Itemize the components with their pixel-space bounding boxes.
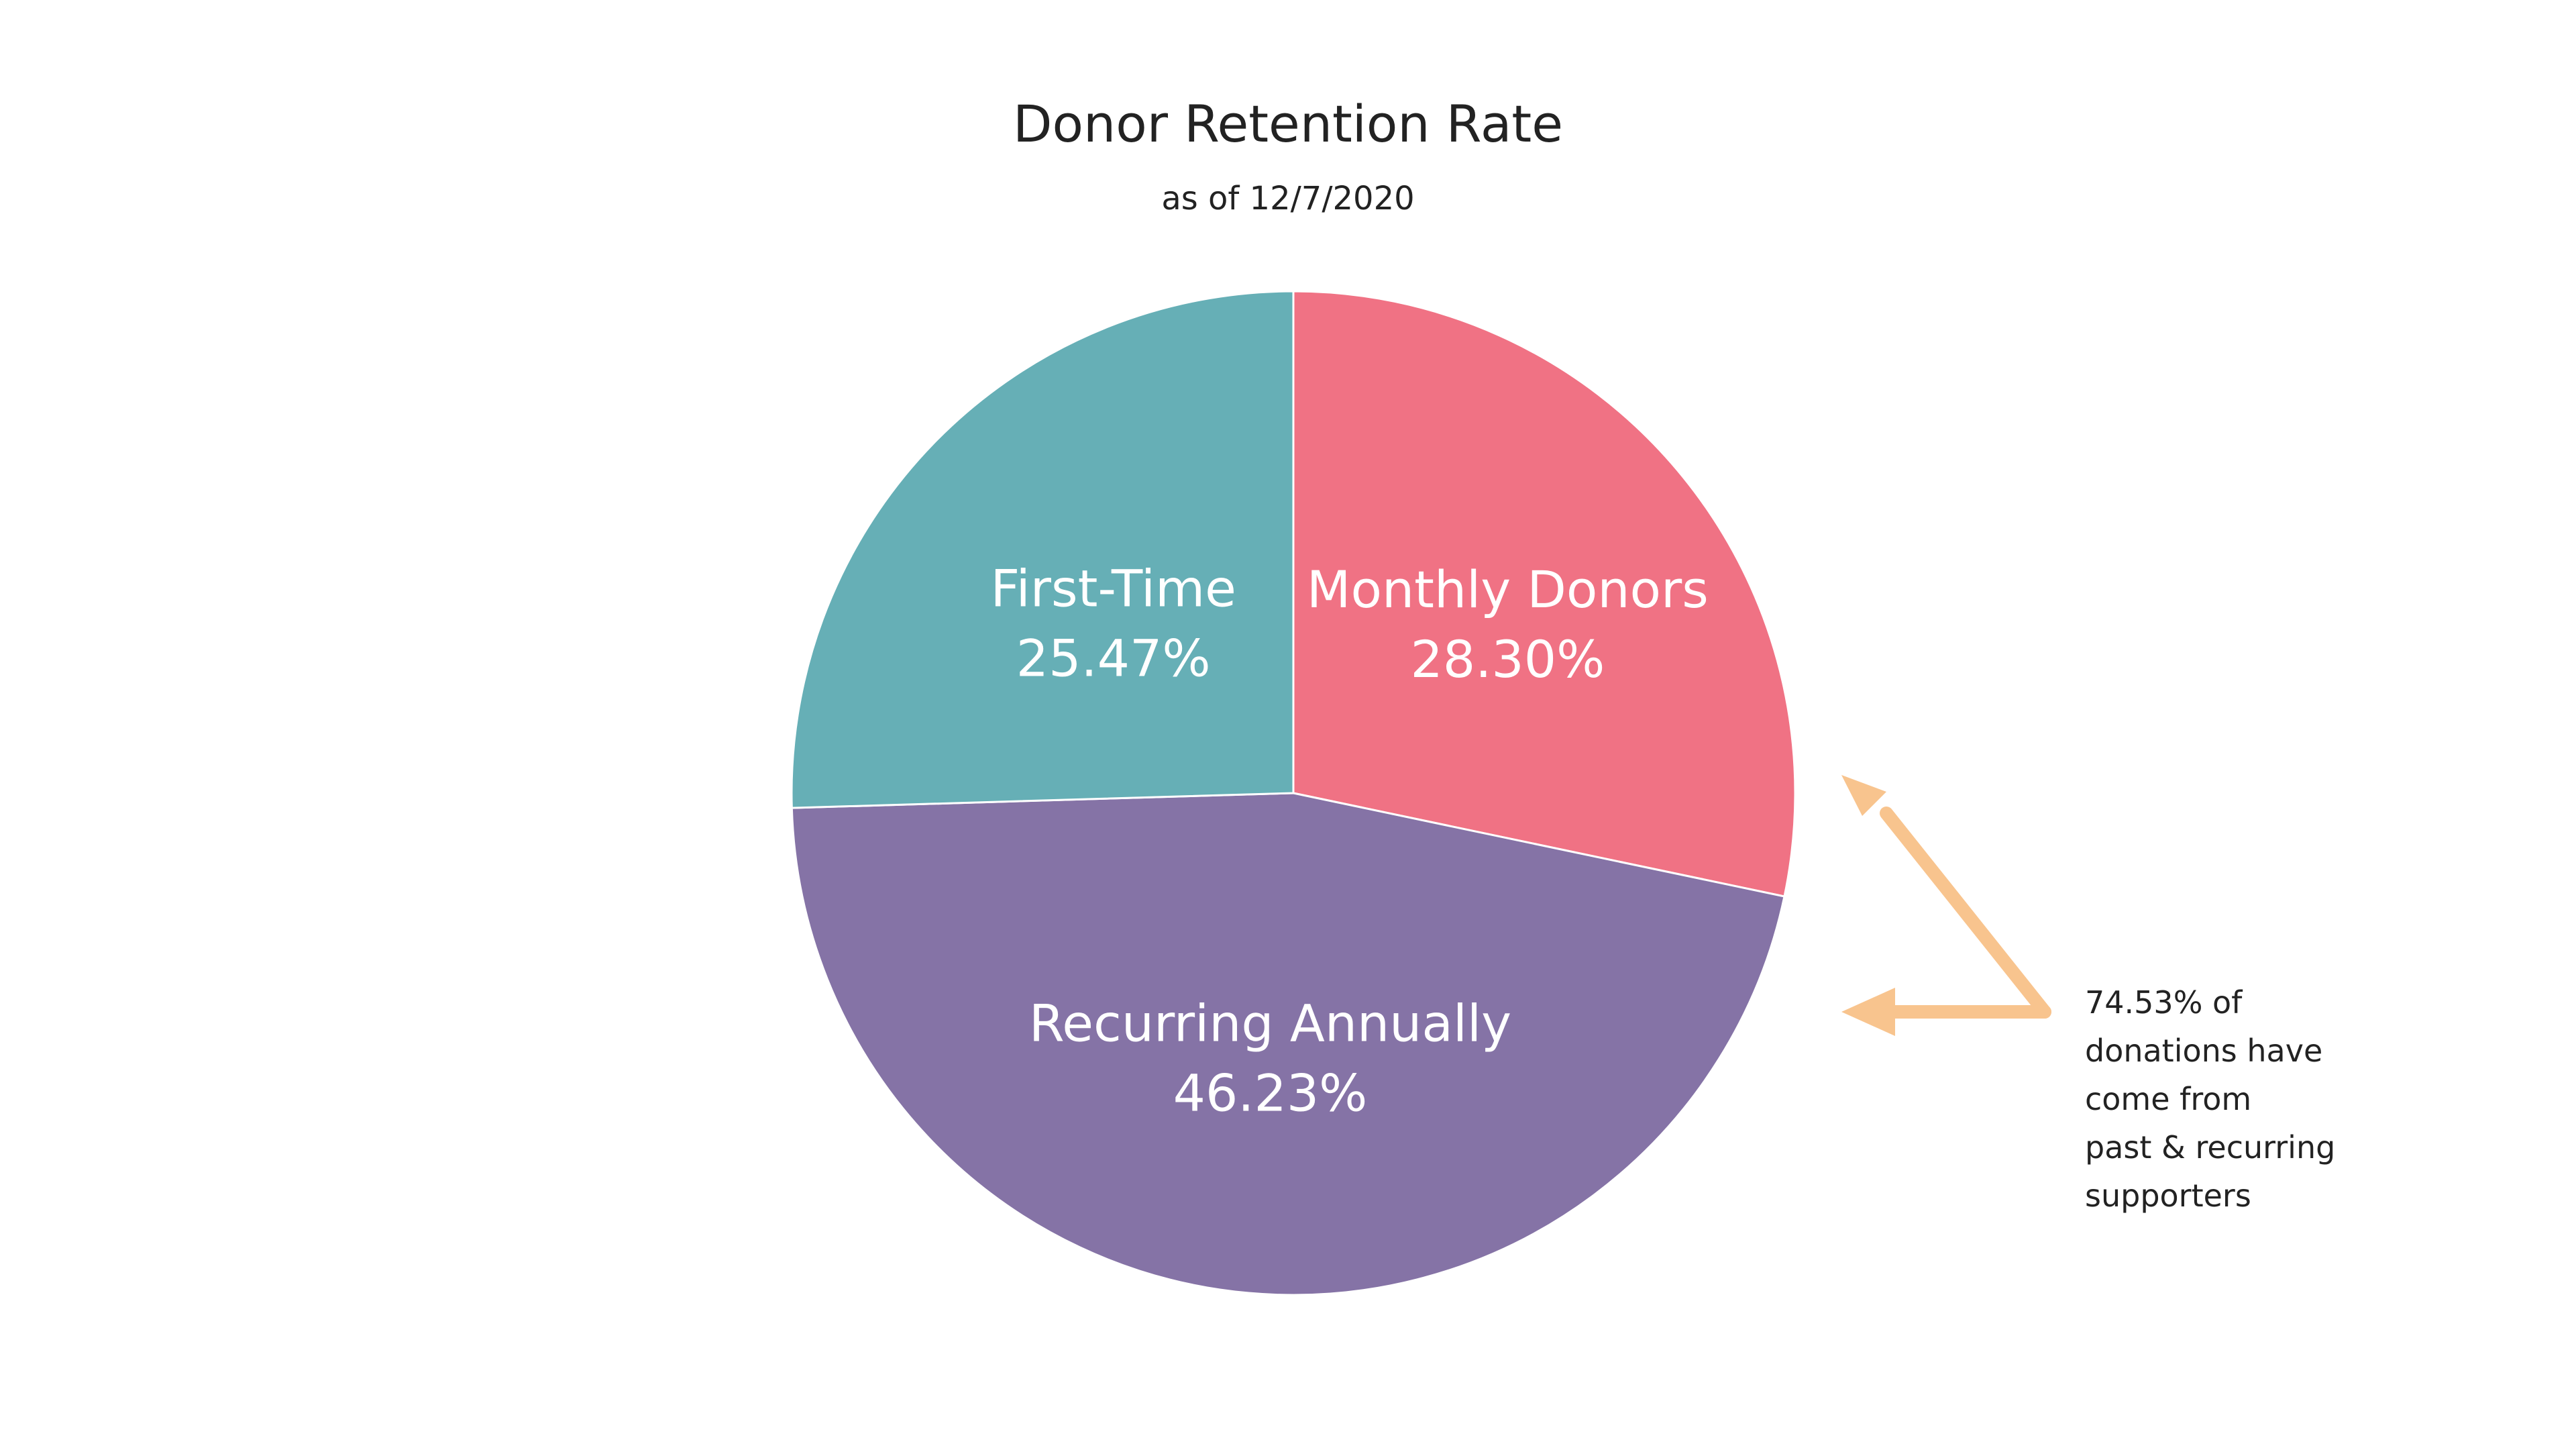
pie-slice-first-time xyxy=(790,290,1295,809)
slice-value-label: 28.30% xyxy=(1411,629,1605,689)
annotation-line: come from xyxy=(2085,1081,2252,1117)
pie-slice-monthly-donors xyxy=(1292,290,1796,898)
slice-value-label: 46.23% xyxy=(1173,1063,1368,1123)
pie-slice-recurring-annually xyxy=(790,792,1786,1296)
chart-title: Donor Retention Rate xyxy=(1013,94,1563,154)
slice-name-label: Monthly Donors xyxy=(1307,560,1709,619)
annotation-line: past & recurring xyxy=(2085,1129,2336,1166)
pie-slices xyxy=(790,290,1796,1296)
annotation-line: donations have xyxy=(2085,1033,2323,1069)
arrow-head-horizontal xyxy=(1841,988,1895,1036)
slice-name-label: Recurring Annually xyxy=(1029,993,1511,1053)
chart-subtitle: as of 12/7/2020 xyxy=(1161,180,1415,217)
arrow-line-diagonal xyxy=(1880,807,2051,1019)
slice-value-label: 25.47% xyxy=(1016,629,1211,688)
annotation-callout: 74.53% of donations have come from past … xyxy=(2085,978,2434,1220)
annotation-arrows xyxy=(1841,775,2051,1036)
annotation-line: 74.53% of xyxy=(2085,984,2243,1021)
arrow-head-diagonal xyxy=(1841,775,1886,816)
pie-labels: Monthly Donors 28.30% Recurring Annually 46… xyxy=(991,559,1709,1123)
annotation-line: supporters xyxy=(2085,1178,2251,1214)
slice-name-label: First-Time xyxy=(991,559,1236,619)
